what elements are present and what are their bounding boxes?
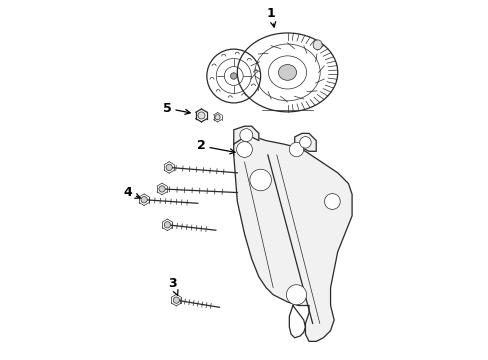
Circle shape <box>239 129 252 141</box>
Ellipse shape <box>278 64 296 80</box>
Text: 4: 4 <box>123 186 140 199</box>
Text: 3: 3 <box>168 278 178 295</box>
Text: 5: 5 <box>163 102 190 115</box>
Circle shape <box>249 169 271 191</box>
Polygon shape <box>233 126 258 144</box>
Circle shape <box>164 222 170 228</box>
Circle shape <box>159 186 165 192</box>
Circle shape <box>166 164 172 171</box>
Circle shape <box>215 115 220 120</box>
Circle shape <box>173 297 179 303</box>
Text: 2: 2 <box>197 139 235 154</box>
Circle shape <box>286 285 306 305</box>
Polygon shape <box>294 134 316 151</box>
Circle shape <box>141 197 147 203</box>
Polygon shape <box>233 137 351 341</box>
Circle shape <box>230 73 237 79</box>
Circle shape <box>198 112 204 119</box>
Text: 1: 1 <box>266 7 275 27</box>
Circle shape <box>324 194 340 210</box>
Circle shape <box>299 136 310 148</box>
Circle shape <box>236 141 252 157</box>
Circle shape <box>289 142 303 157</box>
Ellipse shape <box>312 40 322 50</box>
